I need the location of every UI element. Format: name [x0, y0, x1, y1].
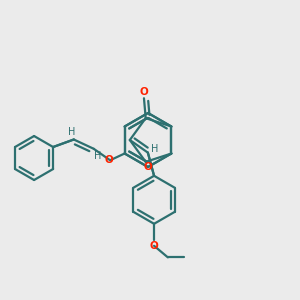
- Text: O: O: [140, 87, 148, 97]
- Text: O: O: [105, 155, 113, 165]
- Text: O: O: [143, 162, 152, 172]
- Text: H: H: [68, 128, 76, 137]
- Text: H: H: [151, 144, 158, 154]
- Text: O: O: [150, 241, 158, 251]
- Text: H: H: [94, 151, 101, 161]
